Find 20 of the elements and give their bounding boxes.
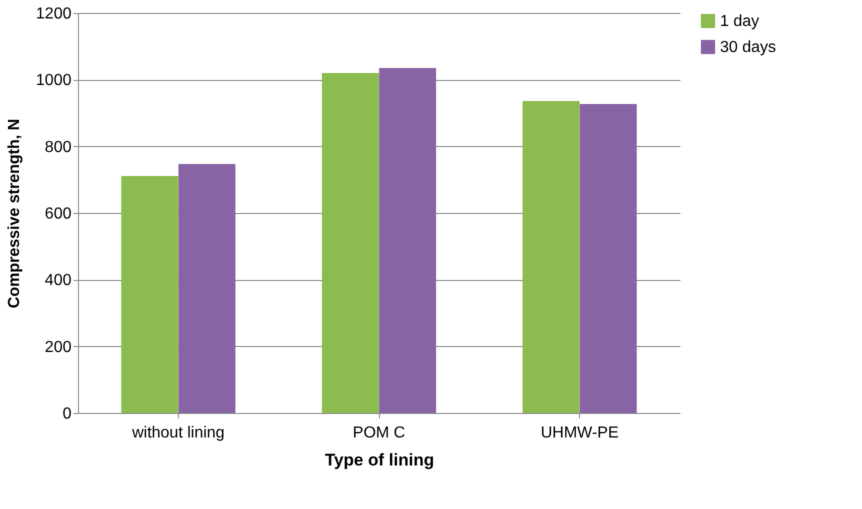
y-tick-label: 1000: [36, 72, 72, 90]
y-tick-label: 800: [44, 138, 72, 156]
y-tick-label: 1200: [36, 6, 72, 22]
bar: [522, 101, 580, 413]
y-tick-label: 600: [44, 206, 72, 222]
y-tick-label: 400: [44, 272, 72, 290]
bar: [121, 176, 178, 413]
x-tick-label: UHMW-PE: [540, 424, 619, 442]
bar: [379, 68, 436, 413]
bar: [178, 164, 236, 413]
bar: [580, 104, 637, 413]
y-tick-label: 200: [44, 338, 72, 356]
legend-label: 1 day: [720, 13, 760, 30]
x-axis-title: Type of lining: [324, 450, 434, 470]
y-axis-title: Compressive strength, N: [6, 118, 23, 308]
x-tick-label: without lining: [131, 424, 225, 442]
y-tick-label: 0: [62, 406, 72, 422]
x-tick-label: POM C: [352, 424, 406, 442]
legend-label: 30 days: [720, 39, 776, 56]
bar: [322, 73, 379, 413]
